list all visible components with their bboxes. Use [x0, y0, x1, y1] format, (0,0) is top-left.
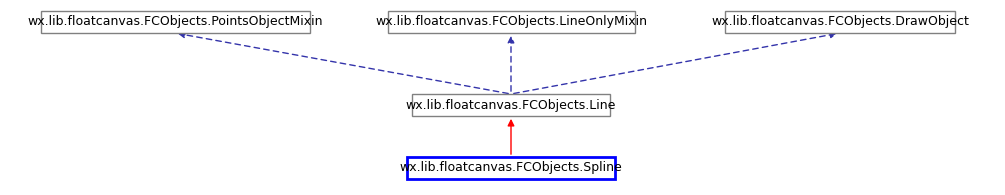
Text: wx.lib.floatcanvas.FCObjects.DrawObject: wx.lib.floatcanvas.FCObjects.DrawObject: [712, 15, 969, 28]
Text: wx.lib.floatcanvas.FCObjects.LineOnlyMixin: wx.lib.floatcanvas.FCObjects.LineOnlyMix…: [375, 15, 647, 28]
Text: wx.lib.floatcanvas.FCObjects.PointsObjectMixin: wx.lib.floatcanvas.FCObjects.PointsObjec…: [27, 15, 323, 28]
Text: wx.lib.floatcanvas.FCObjects.Spline: wx.lib.floatcanvas.FCObjects.Spline: [400, 161, 622, 175]
Bar: [388, 11, 634, 33]
Bar: [725, 11, 955, 33]
Bar: [40, 11, 310, 33]
Bar: [412, 94, 610, 116]
Bar: [407, 157, 615, 179]
Text: wx.lib.floatcanvas.FCObjects.Line: wx.lib.floatcanvas.FCObjects.Line: [406, 98, 616, 112]
